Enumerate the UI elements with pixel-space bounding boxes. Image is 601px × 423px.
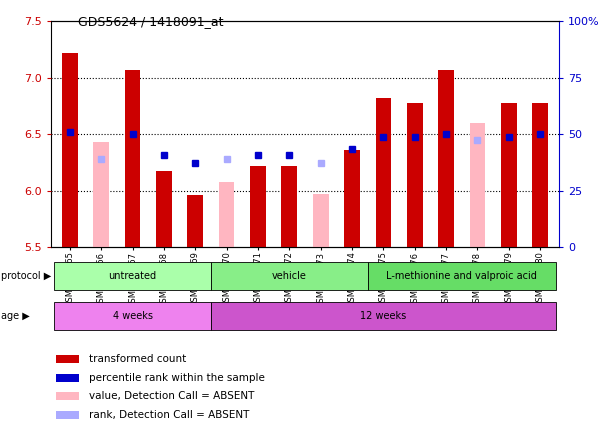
Bar — [313, 194, 329, 247]
Bar — [438, 70, 454, 247]
Text: vehicle: vehicle — [272, 271, 307, 281]
Text: L-methionine and valproic acid: L-methionine and valproic acid — [386, 271, 537, 281]
Text: GDS5624 / 1418091_at: GDS5624 / 1418091_at — [78, 15, 224, 28]
Bar — [469, 123, 485, 247]
Bar — [250, 166, 266, 247]
Bar — [368, 262, 556, 290]
Bar — [219, 182, 234, 247]
Text: 4 weeks: 4 weeks — [112, 311, 153, 321]
Text: 12 weeks: 12 weeks — [360, 311, 406, 321]
Text: transformed count: transformed count — [89, 354, 186, 364]
Bar — [54, 302, 211, 330]
Bar — [56, 393, 79, 400]
Bar — [211, 262, 368, 290]
Bar — [407, 103, 423, 247]
Bar — [54, 262, 211, 290]
Bar — [281, 166, 297, 247]
Text: protocol ▶: protocol ▶ — [1, 271, 52, 281]
Text: value, Detection Call = ABSENT: value, Detection Call = ABSENT — [89, 391, 255, 401]
Text: rank, Detection Call = ABSENT: rank, Detection Call = ABSENT — [89, 410, 249, 420]
Bar — [344, 150, 360, 247]
Bar — [376, 98, 391, 247]
Bar — [211, 302, 556, 330]
Bar — [93, 142, 109, 247]
Bar — [188, 195, 203, 247]
Bar — [501, 103, 517, 247]
Text: percentile rank within the sample: percentile rank within the sample — [89, 373, 265, 383]
Bar — [56, 411, 79, 419]
Bar — [125, 70, 141, 247]
Text: untreated: untreated — [109, 271, 157, 281]
Bar — [56, 374, 79, 382]
Bar — [532, 103, 548, 247]
Bar — [156, 170, 172, 247]
Bar — [62, 53, 78, 247]
Text: age ▶: age ▶ — [1, 311, 30, 321]
Bar — [56, 355, 79, 363]
